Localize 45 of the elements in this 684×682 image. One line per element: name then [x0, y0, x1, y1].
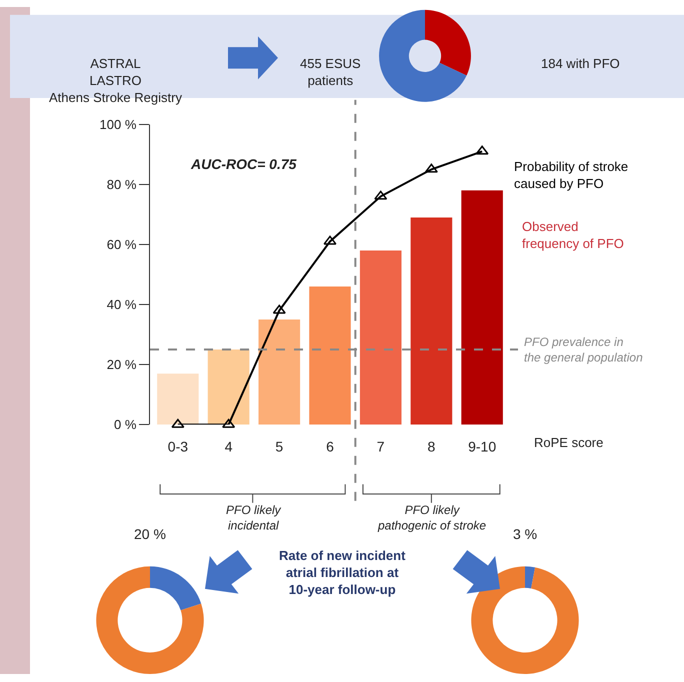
donut-slice: [425, 10, 471, 76]
y-tick-label: 0 %: [114, 417, 137, 432]
y-tick-label: 20 %: [106, 357, 137, 372]
x-tick-label: 0-3: [168, 438, 188, 455]
ref-line-label: PFO prevalence in the general population: [524, 335, 644, 365]
bar: [157, 374, 199, 425]
donut-slice: [379, 10, 467, 102]
bar: [461, 190, 503, 425]
donut-slice: [471, 566, 579, 674]
data-label: 20 %: [134, 526, 166, 542]
x-tick-label: 5: [275, 438, 284, 455]
bar: [309, 286, 351, 425]
y-tick-label: 40 %: [106, 297, 137, 312]
x-tick-label: 7: [376, 438, 385, 455]
bar: [410, 217, 452, 425]
x-tick-label: 9-10: [468, 438, 496, 455]
data-label: 3 %: [513, 526, 538, 542]
bar: [208, 350, 250, 425]
donut-slice: [525, 566, 536, 589]
series-label: Observed frequency of PFO: [522, 219, 624, 251]
point: [272, 304, 286, 314]
text: PFO likely pathogenic of stroke: [377, 503, 486, 533]
y-tick-label: 60 %: [106, 237, 137, 252]
bar: [258, 320, 300, 425]
donut-slice: [96, 566, 204, 674]
text: ASTRAL LASTRO Athens Stroke Registry: [49, 56, 182, 105]
text: 455 ESUS patients: [300, 56, 362, 88]
text: PFO likely incidental: [226, 503, 282, 533]
point: [222, 418, 236, 428]
y-tick-label: 100 %: [100, 116, 137, 132]
x-axis-title: RoPE score: [534, 435, 604, 450]
text: Probability of stroke caused by PFO: [514, 159, 628, 191]
annotation: AUC-ROC= 0.75: [190, 156, 297, 172]
point: [171, 418, 184, 428]
text: Rate of new incident atrial fibrillation at 10-year follow-up: [279, 548, 406, 597]
point: [476, 146, 489, 155]
y-tick-label: 80 %: [106, 176, 137, 192]
point: [374, 190, 388, 200]
x-tick-label: 4: [224, 438, 233, 455]
text: 184 with PFO: [541, 56, 620, 71]
point: [424, 164, 438, 173]
bar: [360, 250, 402, 425]
donut-slice: [150, 566, 202, 610]
x-tick-label: 6: [326, 438, 334, 455]
x-tick-label: 8: [428, 438, 436, 455]
